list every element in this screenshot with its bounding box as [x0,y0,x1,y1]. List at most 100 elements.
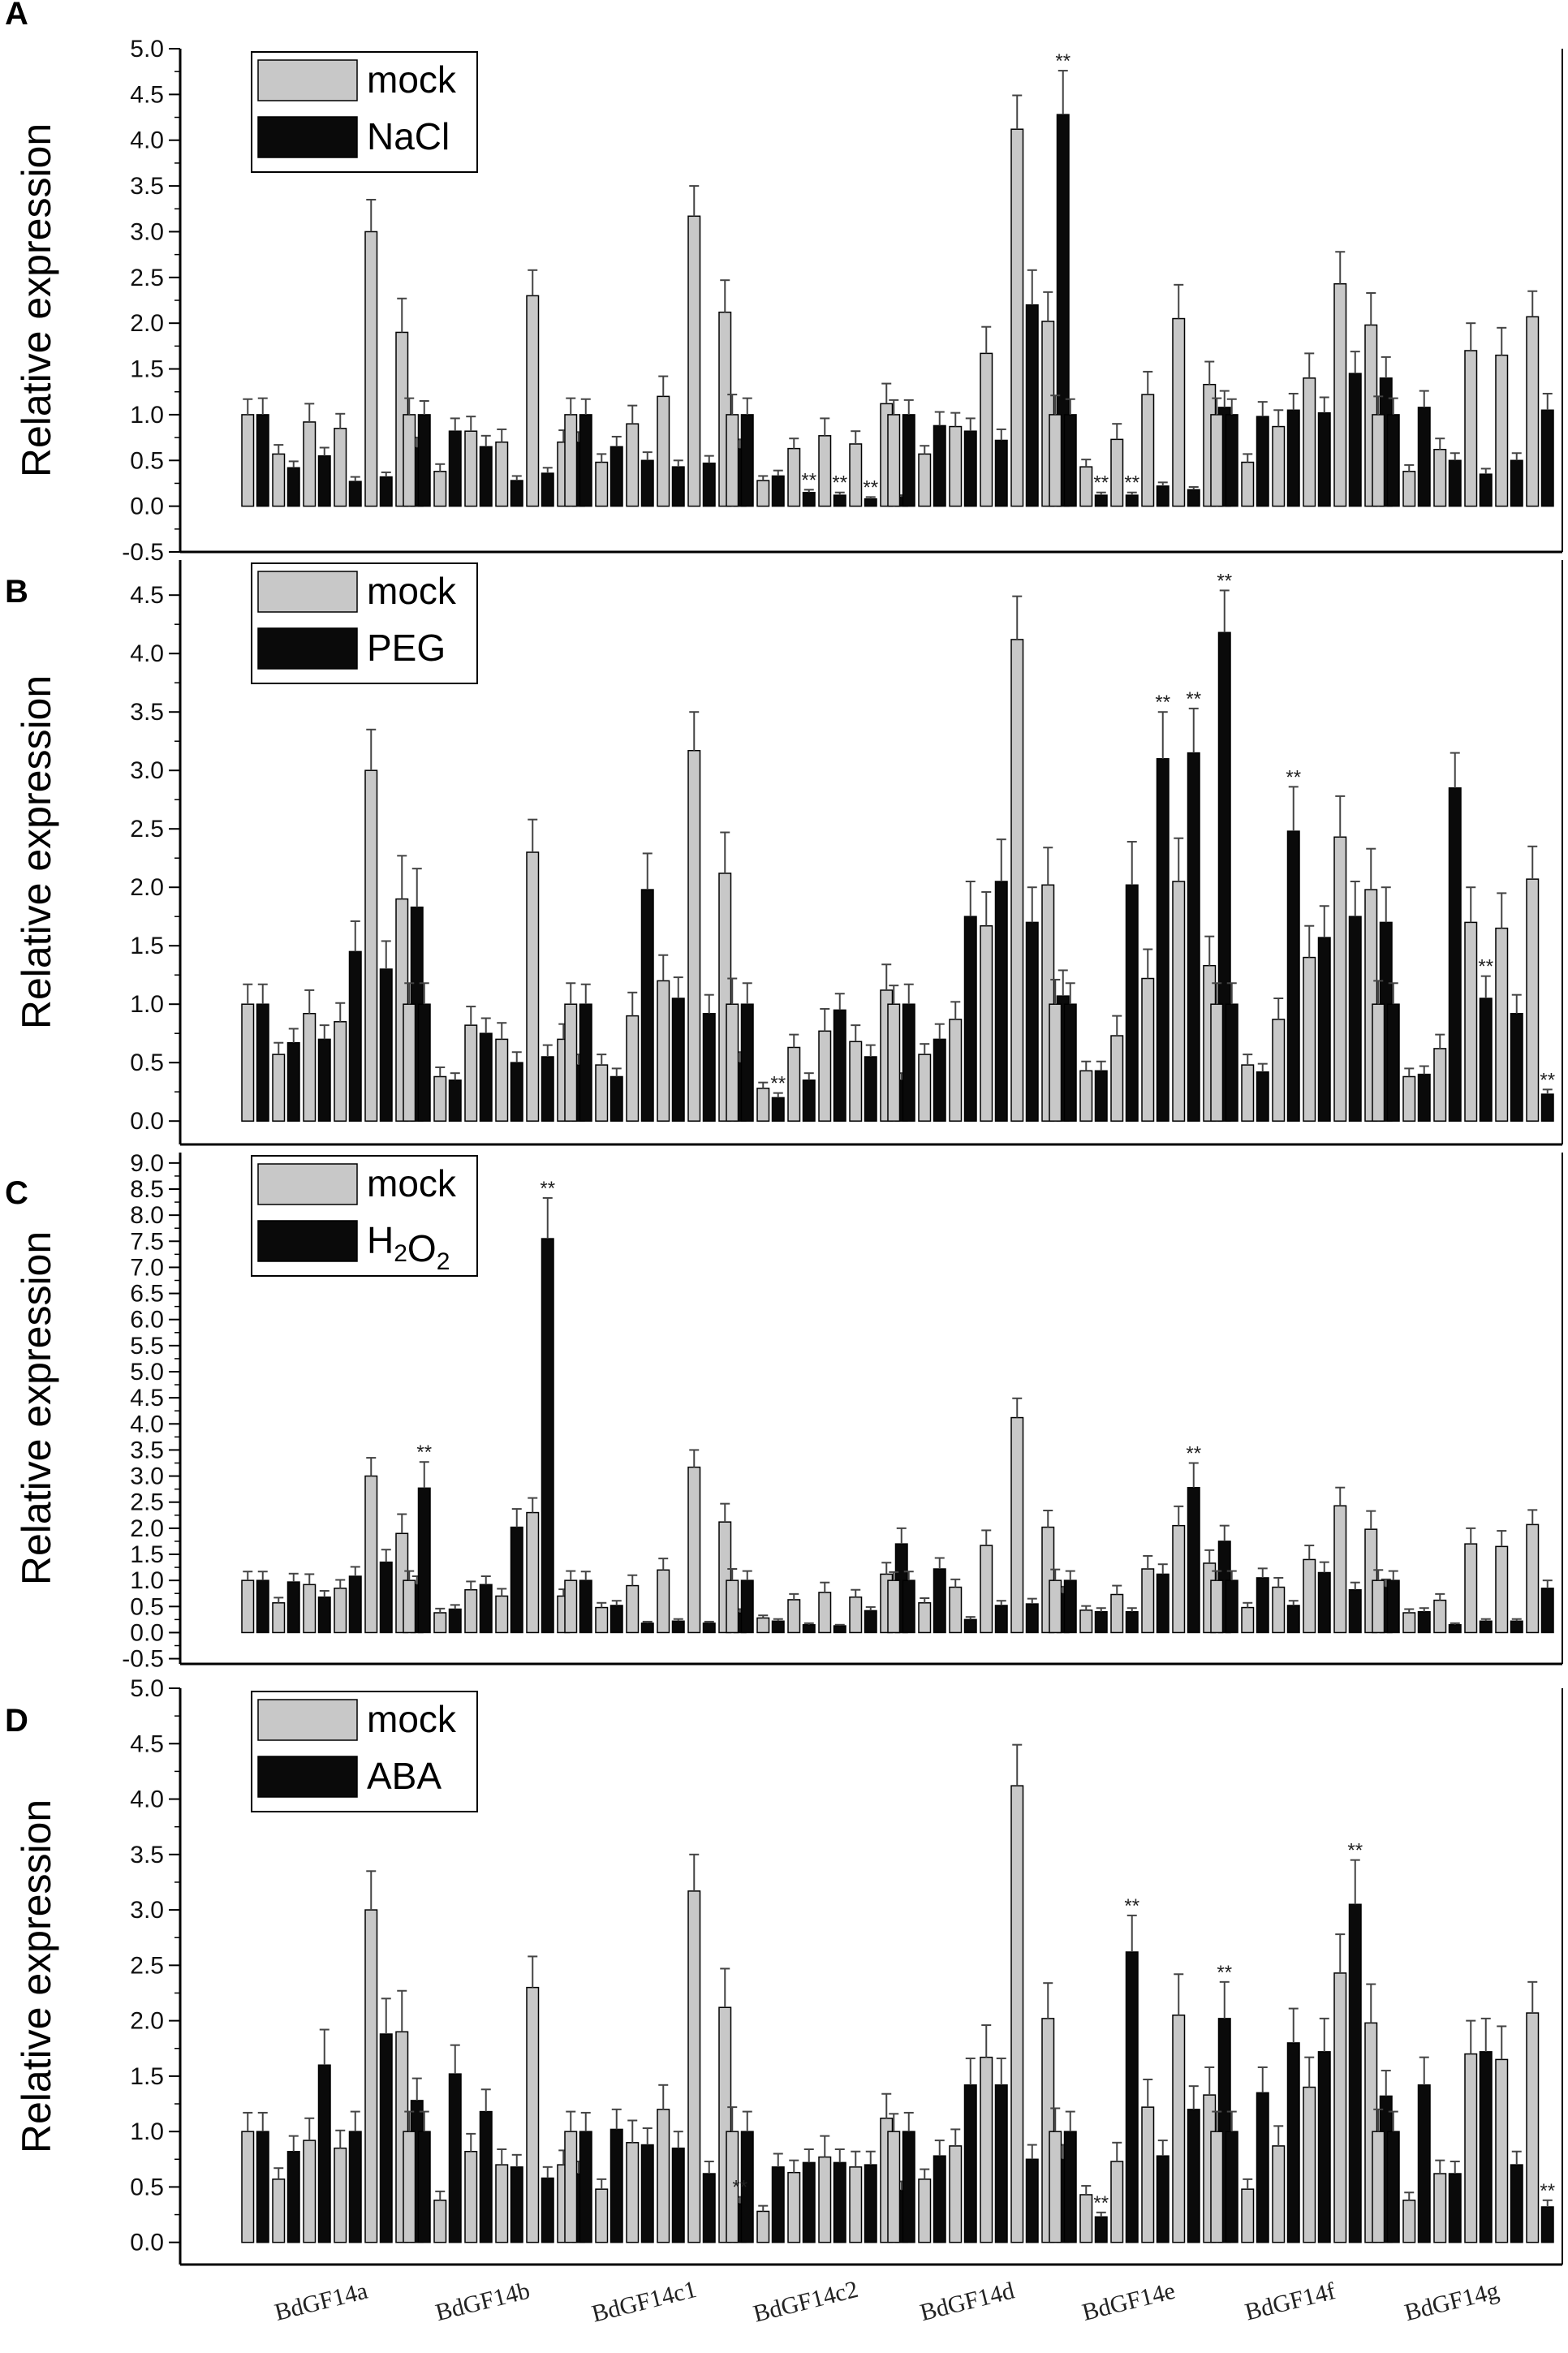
mock-bar [818,1030,832,1122]
treatment-bar [963,430,977,507]
mock-bar [1272,1019,1286,1122]
mock-bar [495,1038,509,1122]
treatment-bar [902,2131,915,2243]
treatment-bar [864,1056,877,1122]
treatment-bar [1187,489,1200,507]
treatment-bar [1256,2092,1269,2243]
legend-swatch [257,59,358,101]
treatment-bar [671,1620,685,1634]
treatment-bar [1510,459,1523,507]
y-tick-label: 3.0 [130,218,164,245]
treatment-bar [771,475,785,507]
mock-bar [564,1579,578,1634]
treatment-bar [1025,304,1039,507]
treatment-bar [833,1625,846,1634]
y-tick-label: 1.5 [130,2063,164,2090]
y-tick-label: 7.0 [130,1254,164,1281]
significance-marker: ** [1540,1069,1555,1091]
treatment-bar [1540,1588,1554,1634]
mock-bar [657,395,670,507]
legend-label: mock [367,1698,457,1740]
y-tick-label: 0.0 [130,2230,164,2256]
treatment-bar [740,1003,754,1122]
y-axis-label: Relative expression [14,675,59,1029]
mock-bar [1402,471,1416,507]
treatment-bar [802,1080,816,1122]
treatment-bar [702,1623,716,1634]
treatment-bar [1479,1620,1493,1634]
y-tick-label: 2.5 [130,1489,164,1516]
legend-label: H2O2 [367,1219,450,1275]
treatment-bar [286,2150,300,2243]
y-tick-label: 2.0 [130,2008,164,2035]
treatment-bar [640,889,654,1122]
mock-bar [526,295,540,507]
significance-marker: ** [1217,1962,1232,1984]
treatment-bar [1448,459,1462,507]
bar-group-bdgf14f [1210,251,1393,507]
treatment-bar [1417,407,1431,507]
treatment-bar [1156,758,1170,1122]
treatment-bar [1256,1071,1269,1122]
treatment-bar [448,1080,462,1122]
mock-bar [626,1015,640,1122]
mock-bar [1241,1064,1255,1122]
bar-group-bdgf14c2 [726,2092,908,2243]
mock-bar [1049,414,1062,507]
treatment-bar [1448,1624,1462,1634]
treatment-bar [256,1003,269,1122]
mock-bar [980,924,993,1122]
y-tick-label: 3.0 [130,1463,164,1490]
significance-marker: ** [801,469,816,491]
mock-bar [364,231,378,507]
mock-bar [1464,2053,1478,2243]
mock-bar [980,2056,993,2243]
mock-bar [272,453,286,507]
legend-label: PEG [367,627,446,669]
treatment-bar [802,2161,816,2243]
treatment-bar [1348,373,1362,507]
mock-bar [1372,1003,1385,1122]
y-tick-label: 7.5 [130,1228,164,1255]
treatment-bar [348,950,362,1122]
mock-bar [1079,1070,1093,1122]
mock-bar [1141,394,1155,507]
treatment-bar [317,1596,331,1634]
legend: mock PEG [251,562,478,684]
mock-bar [756,1088,770,1122]
mock-bar [1172,881,1186,1122]
legend-label: ABA [367,1755,442,1797]
mock-bar [1172,317,1186,507]
significance-marker: ** [1155,692,1170,713]
treatment-bar [771,2166,785,2243]
legend-label: mock [367,1162,457,1205]
y-tick-label: 3.5 [130,699,164,726]
treatment-bar [510,1526,523,1634]
mock-bar [1303,1558,1316,1634]
mock-bar [1495,2058,1509,2243]
treatment-bar [1187,2109,1200,2243]
y-tick-label: 4.5 [130,582,164,609]
treatment-bar [1063,1003,1077,1122]
mock-bar [1372,2131,1385,2243]
y-tick-label: 3.5 [130,1842,164,1868]
treatment-bar [1286,2042,1300,2243]
y-tick-label: 0.0 [130,1108,164,1135]
y-tick-label: 2.0 [130,1515,164,1542]
mock-bar [626,2142,640,2243]
treatment-bar [1286,409,1300,507]
significance-marker: ** [1478,956,1493,978]
y-tick-label: 1.5 [130,356,164,383]
mock-bar [949,1019,963,1122]
treatment-bar [1187,1486,1200,1634]
treatment-bar [864,1610,877,1634]
treatment-bar [1286,1605,1300,1634]
y-tick-label: 5.5 [130,1333,164,1360]
treatment-bar [286,1041,300,1122]
treatment-bar [1225,414,1238,507]
treatment-bar [1479,998,1493,1122]
treatment-bar [640,1623,654,1634]
treatment-bar [1386,1579,1400,1634]
treatment-bar [610,446,623,507]
